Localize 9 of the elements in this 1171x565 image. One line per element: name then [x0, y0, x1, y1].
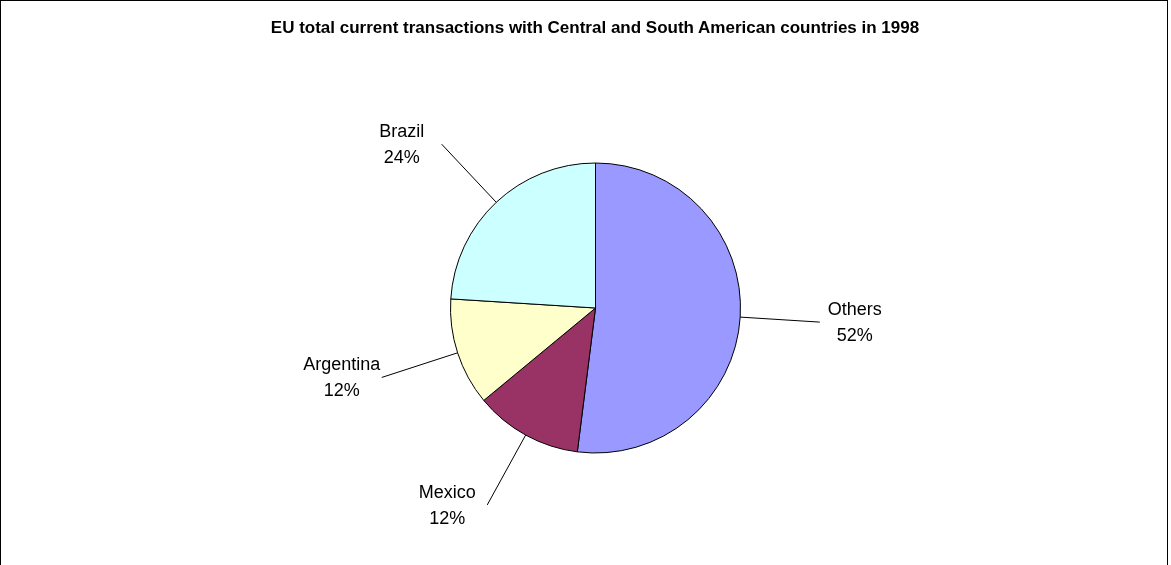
slice-label: Mexico: [418, 481, 476, 502]
data-label: 52%: [836, 325, 873, 346]
chart-title: EU total current transactions with Central and South American countries in 1998: [269, 17, 921, 39]
data-label: 12%: [323, 380, 360, 401]
slice-label: Argentina: [303, 354, 382, 375]
data-label: 24%: [383, 147, 420, 168]
data-label: 12%: [429, 507, 466, 528]
slice-label: Others: [827, 299, 882, 320]
slice-label: Brazil: [379, 121, 425, 142]
